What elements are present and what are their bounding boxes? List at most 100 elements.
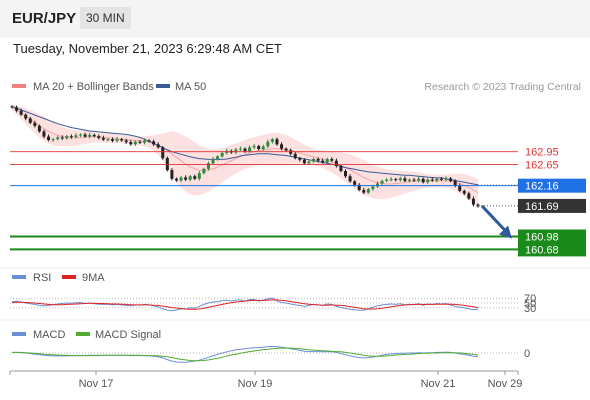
candle-body	[124, 140, 128, 143]
candle-body	[142, 140, 146, 143]
top-bar: EUR/JPY 30 MIN	[0, 0, 590, 38]
credit-text: Research © 2023 Trading Central	[424, 81, 581, 93]
candle-body	[362, 189, 366, 193]
timestamp: Tuesday, November 21, 2023 6:29:48 AM CE…	[13, 41, 282, 56]
candle-body	[339, 165, 343, 172]
candle-body	[289, 150, 293, 154]
candle-body	[152, 141, 156, 145]
candle-body	[111, 139, 115, 141]
x-tick-label: Nov 19	[238, 378, 273, 390]
candle-body	[15, 107, 19, 111]
candle-body	[88, 134, 92, 137]
price-panel	[10, 104, 480, 208]
candle-body	[307, 161, 311, 164]
candle-body	[366, 189, 370, 193]
x-tick-label: Nov 29	[488, 378, 523, 390]
candle-body	[348, 176, 352, 182]
candle-body	[10, 106, 14, 108]
candle-body	[202, 168, 206, 174]
forecast-arrow-shaft	[480, 204, 509, 234]
candle-body	[156, 144, 160, 148]
candle-body	[197, 173, 201, 179]
candle-body	[24, 114, 28, 119]
candle-body	[106, 139, 110, 141]
candle-body	[184, 177, 188, 180]
candle-body	[325, 158, 329, 163]
candle-body	[417, 178, 421, 181]
candle-body	[216, 156, 220, 159]
legend-ma50: MA 50	[175, 81, 206, 93]
candle-body	[270, 139, 274, 142]
candle-body	[298, 158, 302, 160]
candle-body	[435, 178, 439, 181]
candle-body	[248, 147, 252, 152]
macd-signal-line	[12, 347, 479, 362]
candle-body	[79, 134, 83, 136]
ma50-line	[11, 106, 479, 186]
candle-body	[257, 146, 261, 150]
rsi-tick-label: 50	[524, 298, 536, 310]
candle-body	[371, 186, 375, 190]
candle-body	[394, 179, 398, 181]
symbol-label: EUR/JPY	[12, 10, 77, 27]
candle-body	[284, 148, 288, 151]
support-tag	[518, 229, 586, 244]
rsi-tick-label: 70	[524, 293, 536, 305]
candle-body	[51, 139, 55, 141]
candle-body	[421, 178, 425, 183]
candle-body	[74, 135, 78, 138]
legend-macd: MACD	[33, 329, 65, 341]
macd-tick-label: 0	[524, 348, 530, 360]
candle-body	[412, 179, 416, 181]
candle-body	[403, 178, 407, 181]
candle-body	[266, 141, 270, 147]
candle-body	[344, 171, 348, 177]
legend-swatch-ma50	[156, 84, 170, 88]
candle-body	[380, 180, 384, 184]
resistance-label: 162.65	[525, 160, 559, 172]
candle-body	[42, 131, 46, 137]
candle-body	[334, 160, 338, 166]
candle-body	[330, 158, 334, 161]
candle-body	[174, 178, 178, 181]
candle-body	[69, 136, 73, 138]
support-tag	[518, 242, 586, 257]
candle-body	[170, 170, 174, 179]
candle-body	[65, 136, 69, 139]
candle-body	[97, 136, 101, 138]
candle-body	[238, 148, 242, 150]
candle-body	[188, 176, 192, 180]
legend-swatch-macd	[12, 332, 26, 336]
candle-body	[220, 152, 224, 157]
candle-body	[83, 134, 87, 137]
legend-rsi: RSI	[33, 272, 51, 284]
rsi-tick-label: 30	[524, 303, 536, 315]
candle-body	[407, 179, 411, 181]
candle-body	[60, 137, 64, 139]
candle-body	[19, 110, 23, 115]
x-tick-label: Nov 21	[421, 378, 456, 390]
rsi-ma-line	[11, 299, 479, 310]
pivot-tag	[518, 178, 586, 193]
candle-body	[211, 158, 215, 164]
candle-body	[37, 125, 41, 132]
forecast-arrow-head	[499, 225, 512, 239]
candle-body	[252, 146, 256, 148]
interval-button[interactable]: 30 MIN	[80, 7, 131, 29]
candle-body	[206, 163, 210, 169]
candle-body	[234, 149, 238, 153]
candle-body	[179, 177, 183, 181]
pivot-label: 162.16	[525, 181, 559, 193]
candle-body	[33, 122, 37, 126]
legend-bollinger: MA 20 + Bollinger Bands	[33, 81, 154, 93]
candle-body	[129, 142, 133, 145]
candle-body	[101, 137, 105, 140]
candle-body	[462, 190, 466, 194]
candle-body	[426, 179, 430, 183]
candle-body	[357, 184, 361, 190]
candle-body	[165, 158, 169, 171]
candle-body	[280, 144, 284, 149]
support-label: 160.68	[525, 244, 559, 256]
